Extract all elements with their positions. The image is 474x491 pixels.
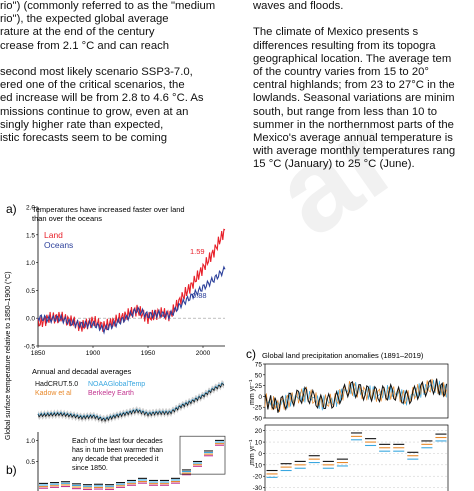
text-left-line-5: second most likely scenario SSP3-7.0, (0, 66, 193, 79)
c2-y-tick-label: -30 (253, 485, 263, 491)
text-left-line-8: missions continue to grow, even at an (0, 105, 189, 118)
a-y-tick-label: 2.0 (26, 205, 35, 212)
text-right-line-8: south, but range from less than 10 to (253, 105, 437, 118)
panel-a: a) Temperatures have increased faster ov… (6, 202, 226, 357)
mid-legend-0: HadCRUT.5.0 (35, 381, 78, 388)
y-axis-label: Global surface temperature relative to 1… (4, 271, 12, 440)
a-y-tick-label: 1.5 (26, 232, 35, 239)
text-left-line-0: rio") (commonly referred to as the "medi… (0, 0, 216, 12)
panel-a-title-1: Temperatures have increased faster over … (32, 205, 185, 214)
a-x-tick-label: 1850 (31, 350, 46, 357)
text-right-line-9: summer in the northernmost parts of the (253, 118, 454, 131)
a-x-tick-label: 1900 (86, 350, 101, 357)
a-y-tick-label: 0.5 (26, 288, 35, 295)
annot-oceans: 0.88 (192, 291, 207, 300)
c-frame (264, 363, 449, 419)
panel-b-text-2: has in turn been warmer than (72, 447, 163, 454)
text-right-line-4: geographical location. The average tem (253, 52, 452, 65)
text-right-line-10: Mexico's average annual temperature is (253, 132, 453, 145)
text-left-line-3: crease from 2.1 °C and can reach (0, 39, 170, 52)
mid-legend-1: NOAAGlobalTemp (88, 381, 145, 388)
a-x-tick-label: 1950 (141, 350, 156, 357)
series-line-noaa (37, 382, 225, 421)
text-column-left: rio") (commonly referred to as the "medi… (0, 0, 236, 145)
text-left-line-1: rio"), the expected global average (0, 13, 169, 26)
a-y-tick-label: -0.5 (24, 344, 36, 351)
text-left-line-10: istic forecasts seem to be coming (0, 132, 168, 145)
text-right-line-3: differences resulting from its topogra (253, 39, 436, 52)
c-y-tick-label: -50 (253, 416, 263, 423)
series-line-land (37, 228, 226, 332)
c-y-tick-label: 0 (258, 394, 262, 401)
c2-y-tick-label: 10 (255, 440, 263, 447)
panel-a-label: a) (6, 202, 17, 216)
c2-y-tick-label: 20 (255, 428, 263, 435)
text-left-line-9: singly higher rate than expected, (0, 118, 164, 131)
text-left-line-7: ed increase will be from 2.8 to 4.6 °C. … (0, 92, 204, 105)
uncertainty-band (38, 380, 224, 425)
a-y-tick-label: 1.0 (26, 260, 35, 267)
b-y-tick-label: 1.0 (26, 438, 35, 445)
a-x-tick-label: 2000 (196, 350, 211, 357)
panel-b: b) Each of the last four decades has in … (6, 432, 226, 491)
series-line-oceans (37, 265, 226, 335)
precip-line-2 (264, 378, 448, 413)
legend-oceans: Oceans (44, 240, 73, 250)
panel-b-text-1: Each of the last four decades (72, 438, 163, 445)
text-right-line-2: The climate of Mexico presents s (253, 26, 419, 39)
panel-c-unit-top: mm yr⁻¹ (249, 379, 256, 405)
panel-a-title-2: than over the oceans (32, 214, 102, 223)
b-y-tick-label: 0.5 (26, 459, 35, 466)
text-right-line-7: lowlands. Seasonal variations are minim (253, 92, 455, 105)
text-right-line-12: 15 °C (January) to 25 °C (June). (253, 158, 415, 171)
c2-y-tick-label: -20 (253, 474, 263, 481)
panel-c-label: c) (246, 347, 256, 361)
c2-y-tick-label: -10 (253, 462, 263, 469)
legend-land: Land (44, 230, 63, 240)
series-line-hadcrut (37, 383, 225, 422)
mid-legend-3: Berkeley Earth (88, 390, 134, 397)
highlight-box (179, 435, 226, 475)
text-right-line-6: central highlands; from 23 to 27°C in th… (253, 79, 455, 92)
panel-c: c) Global land precipitation anomalies (… (246, 347, 449, 491)
mid-legend-2: Kadow et al (35, 390, 72, 397)
c-y-tick-label: 25 (255, 383, 263, 390)
panel-c-title: Global land precipitation anomalies (189… (262, 351, 424, 360)
mid-title: Annual and decadal averages (32, 367, 131, 376)
panel-c-unit-bottom: mm yr⁻¹ (249, 439, 256, 465)
text-right-line-5: of the country varies from 15 to 20° (253, 66, 429, 79)
a-y-tick-label: 0.0 (26, 316, 35, 323)
text-left-line-6: ered one of the critical scenarios, the (0, 79, 185, 92)
panel-b-label: b) (6, 463, 17, 477)
panel-b-text-3: any decade that preceded it (72, 456, 158, 463)
c-y-tick-label: 75 (255, 362, 263, 369)
text-right-line-11: with average monthly temperatures rang (253, 145, 456, 158)
text-left-line-2: rature at the end of the century (0, 26, 155, 39)
text-right-line-0: waves and floods. (253, 0, 344, 12)
text-column-right: waves and floods. The climate of Mexico … (253, 0, 474, 172)
panel-mid: Annual and decadal averages HadCRUT.5.0 … (32, 367, 225, 425)
c2-y-tick-label: 0 (258, 451, 262, 458)
c-y-tick-label: -25 (253, 405, 263, 412)
c2-frame (264, 424, 449, 491)
panel-b-text-4: since 1850. (72, 465, 108, 472)
c-y-tick-label: 50 (255, 372, 263, 379)
annot-land: 1.59 (190, 247, 205, 256)
